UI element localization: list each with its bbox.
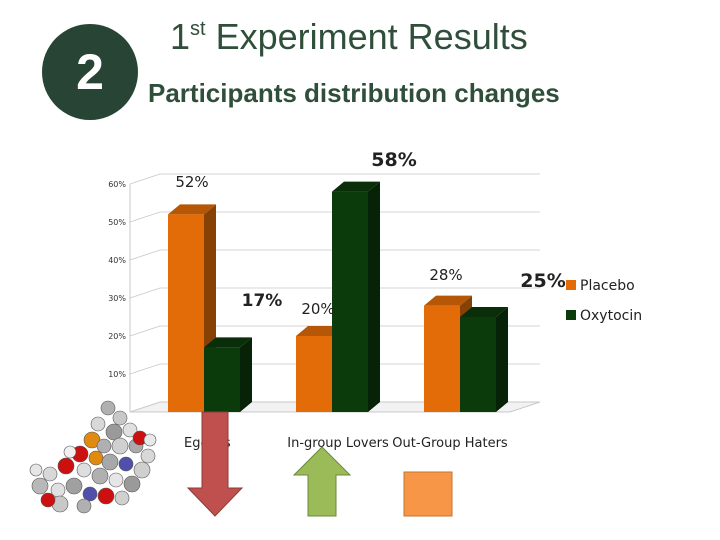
molecule-atom — [123, 475, 141, 493]
bar-front — [168, 214, 204, 412]
bar-front — [204, 347, 240, 412]
y-tick-label: 50% — [108, 218, 126, 227]
category-label: Out-Group Haters — [392, 436, 508, 451]
title-prefix: 1 — [170, 16, 191, 57]
bar-side — [368, 181, 380, 412]
bar-top — [168, 204, 216, 215]
molecule-atom — [91, 467, 109, 485]
page-subtitle: Participants distribution changes — [148, 78, 560, 108]
molecule-atom — [122, 422, 138, 438]
data-label: 28% — [429, 266, 462, 284]
molecule-atom — [63, 445, 77, 459]
gridline — [129, 363, 540, 375]
down-arrow-icon — [186, 411, 244, 517]
data-label: 20% — [301, 300, 334, 318]
data-label: 25% — [520, 270, 565, 292]
bar-front — [460, 317, 496, 412]
bar-top — [460, 307, 508, 317]
bar-side — [240, 337, 252, 412]
chart-bars — [168, 181, 508, 412]
molecule-atom — [76, 498, 92, 514]
molecule-atom — [105, 423, 123, 441]
data-label: 58% — [371, 149, 416, 171]
molecule-atom — [114, 490, 130, 506]
gridline — [129, 325, 540, 337]
section-number-badge: 2 — [42, 24, 138, 120]
bar-front — [332, 191, 368, 412]
bar-front — [296, 336, 332, 412]
y-tick-label: 30% — [108, 294, 126, 303]
y-tick-label: 20% — [108, 332, 126, 341]
gridline — [129, 211, 540, 223]
molecule-atom — [133, 461, 151, 479]
chart-legend: Placebo Oxytocin — [566, 278, 642, 324]
data-labels: 52% 17% 20% 58% 28% 25% — [175, 149, 565, 318]
gridline — [129, 401, 540, 413]
gridline — [129, 287, 540, 299]
data-label: 52% — [175, 173, 208, 191]
molecule-atom — [31, 477, 49, 495]
molecule-atom — [108, 472, 124, 488]
molecule-atom — [29, 463, 43, 477]
up-arrow-icon — [292, 446, 352, 517]
legend-swatch — [566, 280, 576, 290]
molecule-atom — [42, 466, 58, 482]
bar-oxytocin-2 — [460, 307, 508, 412]
legend-label: Placebo — [580, 278, 635, 294]
gridline — [129, 173, 540, 185]
molecule-atom — [111, 437, 129, 455]
molecule-atom — [82, 486, 98, 502]
molecule-atom — [100, 400, 116, 416]
title-main: Experiment Results — [215, 16, 528, 57]
bar-top — [204, 337, 252, 348]
bar-side — [496, 307, 508, 412]
molecule-image — [29, 400, 157, 514]
bar-top — [332, 181, 380, 192]
category-label: In-group Lovers — [287, 436, 389, 451]
molecule-atom — [118, 456, 134, 472]
legend-swatch — [566, 310, 576, 320]
y-tick-label: 10% — [108, 370, 126, 379]
molecule-atom — [97, 487, 115, 505]
molecule-atom — [76, 462, 92, 478]
molecule-atom — [57, 457, 75, 475]
molecule-atom — [112, 410, 128, 426]
title-superscript: st — [190, 18, 206, 40]
molecule-atom — [88, 450, 104, 466]
gridline — [129, 249, 540, 261]
molecule-atom — [143, 433, 157, 447]
molecule-atom — [90, 416, 106, 432]
bar-top — [424, 295, 472, 306]
y-axis-ticks: 10% 20% 30% 40% 50% 60% — [108, 180, 126, 379]
y-tick-label: 60% — [108, 180, 126, 189]
molecule-atom — [65, 477, 83, 495]
molecule-atom — [140, 448, 156, 464]
bar-oxytocin-0 — [204, 337, 252, 412]
molecule-atom — [96, 438, 112, 454]
bar-front — [424, 305, 460, 412]
change-arrows — [186, 411, 453, 517]
page-title: 1st Experiment Results — [170, 16, 528, 58]
bar-oxytocin-1 — [332, 181, 380, 412]
data-label: 17% — [242, 291, 283, 311]
legend-label: Oxytocin — [580, 308, 642, 324]
y-tick-label: 40% — [108, 256, 126, 265]
molecule-atom — [40, 492, 56, 508]
no-change-square-icon — [403, 471, 453, 517]
molecule-atom — [101, 453, 119, 471]
